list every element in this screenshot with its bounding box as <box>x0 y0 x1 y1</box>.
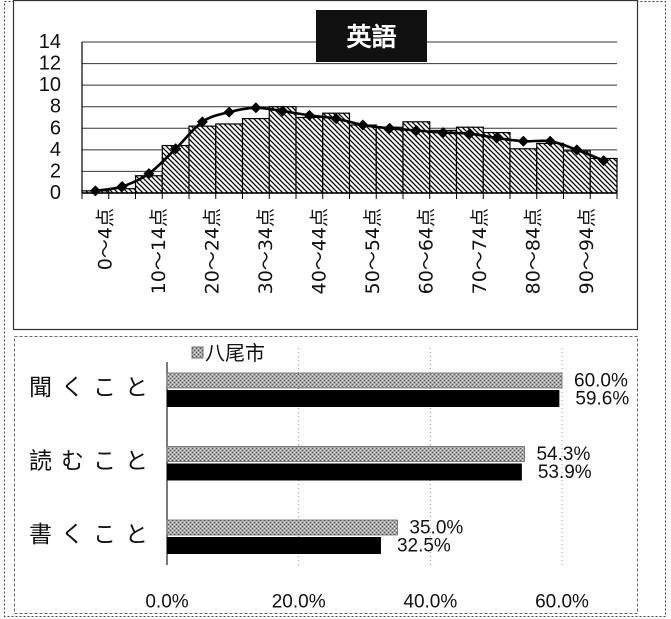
bar-yao-city <box>167 520 397 535</box>
value-label: 53.9% <box>538 462 592 483</box>
x-tick-label: 30～34点 <box>255 208 277 294</box>
bar-black-series <box>167 537 381 554</box>
histogram-bar <box>269 107 296 193</box>
y-tick-label: 10 <box>39 74 61 96</box>
y-tick-label: 14 <box>39 31 61 53</box>
x-tick-label: 90～94点 <box>576 208 598 294</box>
x-tick-label: 40.0% <box>403 592 457 613</box>
histogram-bar <box>430 130 457 193</box>
histogram-bar <box>350 125 377 193</box>
bar-yao-city <box>167 447 524 462</box>
x-tick-label: 60～64点 <box>415 208 437 294</box>
chart-title: 英語 <box>346 23 396 52</box>
x-tick-label: 50～54点 <box>362 208 384 294</box>
y-tick-label: 12 <box>39 53 61 75</box>
legend-label: 八尾市 <box>205 341 265 365</box>
histogram-bar <box>296 118 323 194</box>
x-tick-label: 10～14点 <box>148 208 170 294</box>
histogram-bar <box>376 127 403 193</box>
y-tick-label: 6 <box>50 117 61 139</box>
bar-black-series <box>167 390 559 407</box>
x-tick-label: 70～74点 <box>469 208 491 294</box>
histogram-bar <box>243 119 270 193</box>
x-tick-label: 0～4点 <box>94 208 116 270</box>
value-label: 59.6% <box>575 389 629 410</box>
histogram-bar <box>216 124 243 193</box>
value-label: 32.5% <box>397 536 451 557</box>
histogram-bar <box>323 113 350 193</box>
y-tick-label: 0 <box>50 182 61 204</box>
category-label: 読むこと <box>29 449 157 475</box>
x-tick-label: 20.0% <box>272 592 326 613</box>
x-tick-label: 20～24点 <box>201 208 223 294</box>
bar-yao-city <box>167 373 562 388</box>
category-label: 聞くこと <box>29 375 157 401</box>
y-tick-label: 8 <box>50 96 61 118</box>
y-tick-label: 2 <box>50 160 61 182</box>
category-label: 書くこと <box>29 522 157 548</box>
x-tick-label: 40～44点 <box>308 208 330 294</box>
y-tick-label: 4 <box>50 139 61 161</box>
histogram-bar <box>189 126 216 193</box>
histogram-bar <box>537 143 564 193</box>
histogram-bar <box>564 151 591 193</box>
x-tick-label: 0.0% <box>145 592 188 613</box>
bar-black-series <box>167 464 522 481</box>
x-tick-label: 80～84点 <box>522 208 544 294</box>
legend-swatch <box>192 347 203 358</box>
histogram-bar <box>510 149 537 193</box>
x-tick-label: 60.0% <box>535 592 589 613</box>
title-box: 英語 <box>316 10 427 62</box>
